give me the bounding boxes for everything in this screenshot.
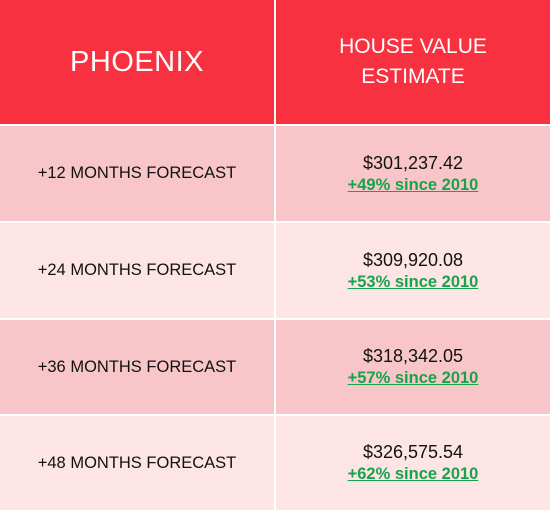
price-estimate: $318,342.05: [362, 346, 464, 366]
forecast-label: +36 MONTHS FORECAST: [0, 320, 274, 414]
row-divider: [0, 221, 550, 223]
column-divider: [274, 126, 276, 221]
value-header-line2: ESTIMATE: [361, 65, 465, 88]
price-estimate: $301,237.42: [362, 152, 464, 173]
growth-link[interactable]: +53% since 2010: [347, 272, 479, 291]
row-divider: [0, 414, 550, 416]
value-header-line1: HOUSE VALUE: [339, 35, 487, 58]
city-header: PHOENIX: [0, 0, 274, 124]
column-divider: [274, 223, 276, 318]
row-divider: [0, 318, 550, 320]
forecast-value-cell: $301,237.42 +49% since 2010: [276, 126, 550, 221]
growth-link[interactable]: +49% since 2010: [347, 175, 479, 194]
growth-link[interactable]: +57% since 2010: [347, 369, 479, 387]
column-divider: [274, 320, 276, 414]
forecast-label: +48 MONTHS FORECAST: [0, 416, 274, 510]
column-divider: [274, 416, 276, 510]
forecast-value-cell: $326,575.54 +62% since 2010: [276, 416, 550, 510]
growth-link[interactable]: +62% since 2010: [347, 465, 479, 483]
value-header: HOUSE VALUE ESTIMATE: [276, 0, 550, 124]
forecast-value-cell: $318,342.05 +57% since 2010: [276, 320, 550, 414]
price-estimate: $309,920.08: [362, 249, 464, 270]
column-divider: [274, 0, 276, 124]
forecast-value-cell: $309,920.08 +53% since 2010: [276, 223, 550, 318]
price-estimate: $326,575.54: [362, 442, 464, 462]
row-divider: [0, 124, 550, 126]
forecast-label: +12 MONTHS FORECAST: [0, 126, 274, 221]
forecast-label: +24 MONTHS FORECAST: [0, 223, 274, 318]
